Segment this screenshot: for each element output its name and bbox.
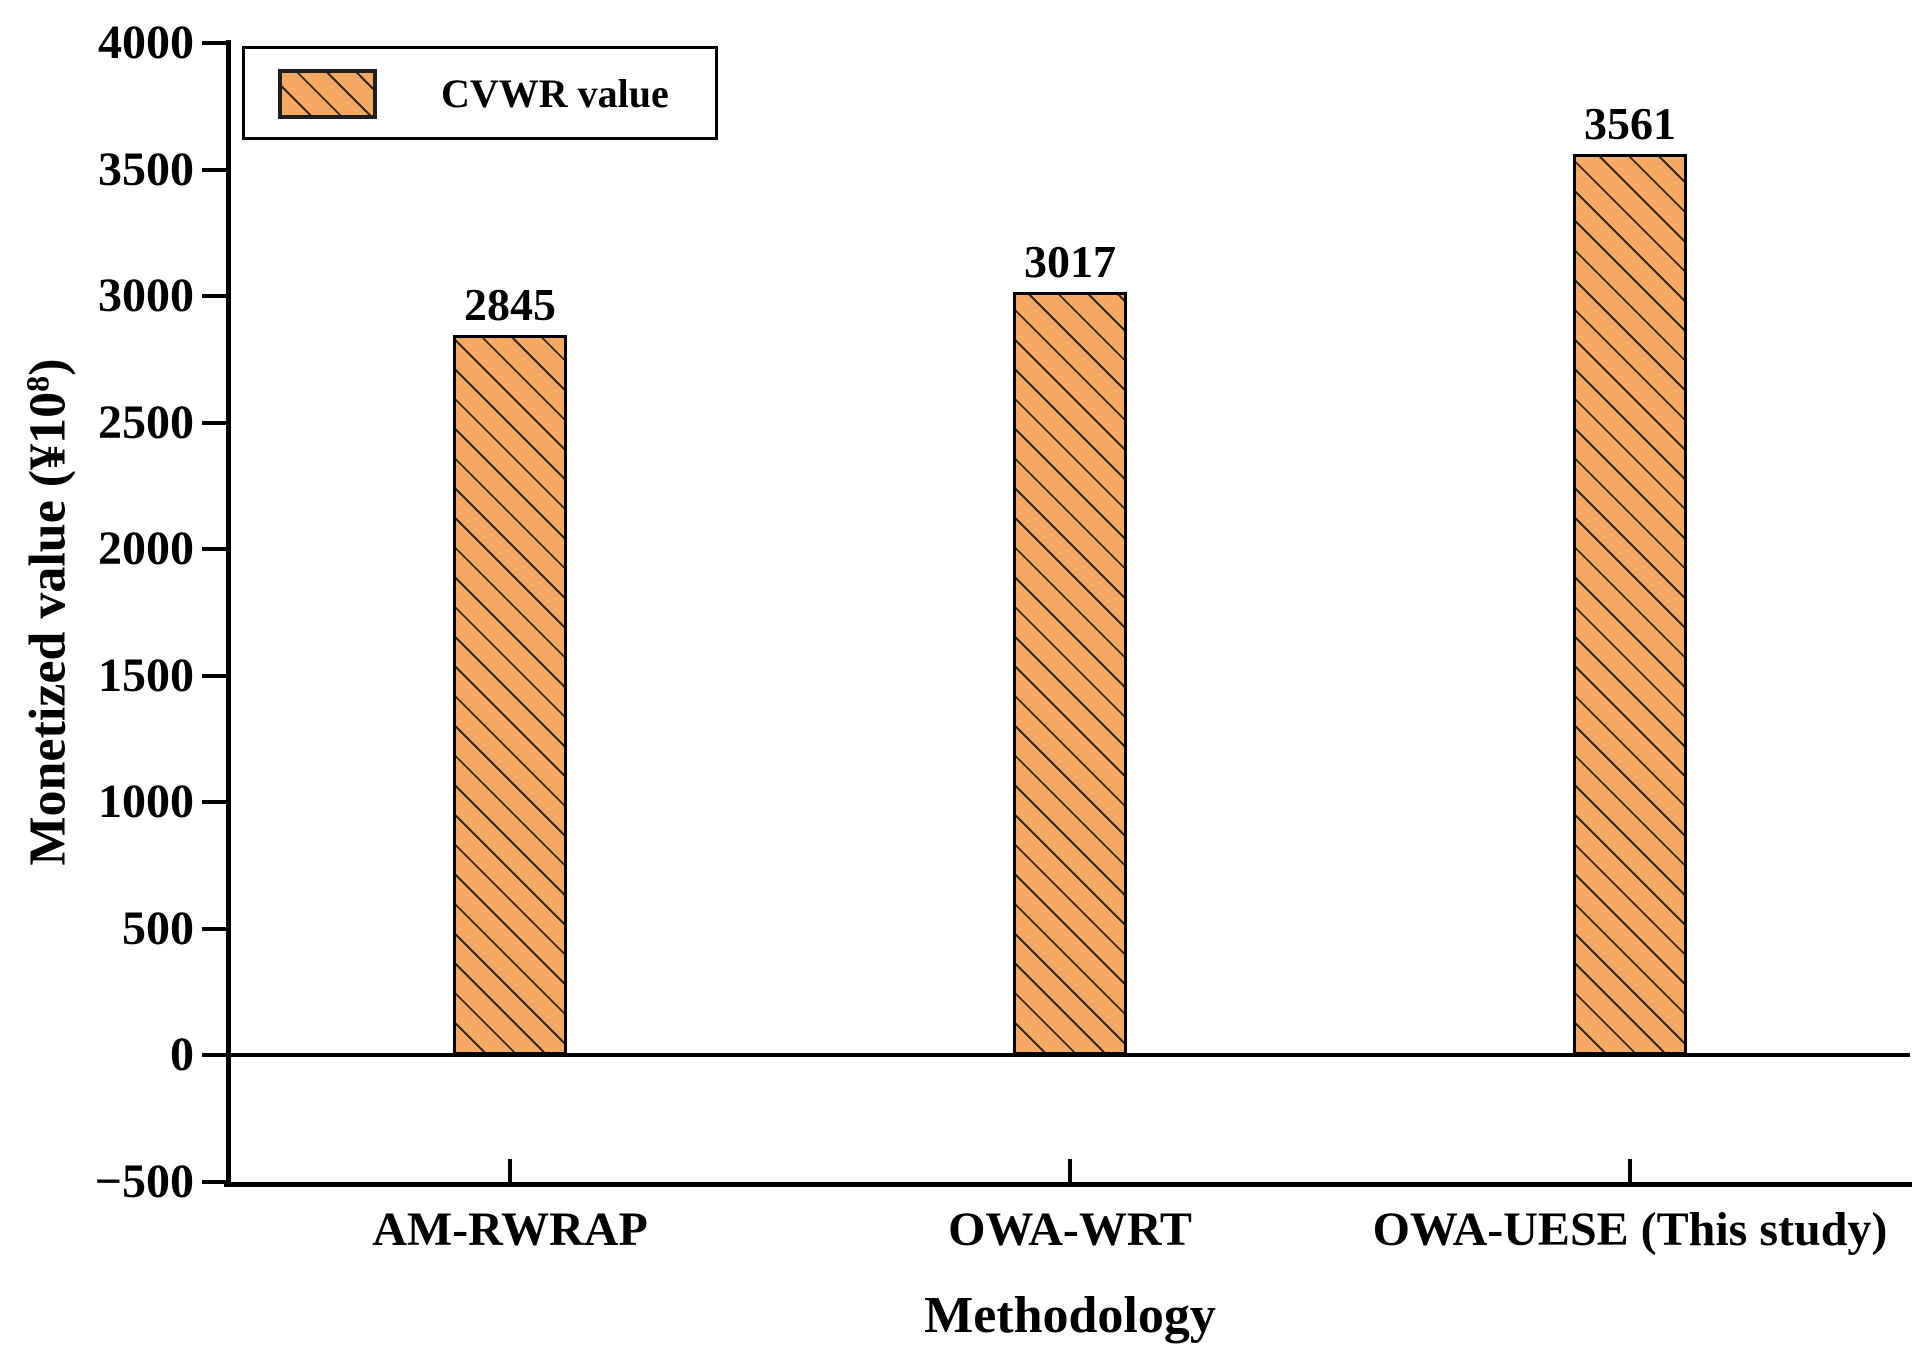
x-tick-label-owa-wrt: OWA-WRT [948,1203,1192,1256]
y-tick-label-2000: 2000 [98,522,194,576]
y-axis-line [226,40,231,1187]
bar-value-label-am-rwrap: 2845 [464,279,556,331]
bar-owa-uese-this-study [1573,154,1687,1056]
plot-area: 4000 3500 3000 2500 2000 1500 1000 500 0 −500 AM-… [95,16,1912,1256]
y-tick-mark-2000 [202,547,227,552]
bar-value-label-owa-wrt: 3017 [1024,235,1116,287]
x-tick-mark-owa-wrt [1068,1159,1072,1182]
legend-label: CVWR value [441,71,669,116]
bar-value-label-owa-uese-this-study: 3561 [1584,98,1676,150]
y-tick-mark-4000 [202,41,227,45]
y-tick-mark-0 [202,1053,227,1058]
y-tick-label-1500: 1500 [98,648,194,702]
y-tick-mark-1000 [202,800,227,805]
y-tick-mark-1500 [202,673,227,678]
y-tick-label-0: 0 [170,1028,194,1082]
y-axis-title-close: ) [19,358,77,376]
y-tick-mark-2500 [202,420,227,425]
legend: CVWR value [242,46,718,140]
x-axis-line [224,1182,1912,1187]
zero-baseline [230,1053,1910,1058]
x-tick-mark-owa-uese-this-study [1628,1159,1632,1182]
legend-swatch-hatched [278,69,377,119]
y-tick-label-500: 500 [122,901,194,955]
y-tick-mark-3000 [202,294,227,299]
y-tick-mark--500 [202,1180,227,1184]
bar-owa-wrt [1013,291,1127,1056]
x-tick-mark-am-rwrap [508,1159,512,1182]
x-tick-label-owa-uese-this-study: OWA-UESE (This study) [1372,1203,1888,1256]
y-tick-label-2500: 2500 [98,395,194,449]
y-tick-label--500: −500 [94,1155,194,1208]
y-tick-label-3500: 3500 [98,142,194,196]
y-axis-title-superscript: 8 [19,375,56,392]
y-tick-label-1000: 1000 [98,775,194,829]
x-axis-title: Methodology [924,1287,1216,1344]
y-tick-mark-500 [202,926,227,931]
x-tick-label-am-rwrap: AM-RWRAP [372,1203,648,1256]
y-tick-label-3000: 3000 [98,269,194,323]
bar-am-rwrap [453,335,567,1056]
y-tick-mark-3500 [202,167,227,172]
y-tick-label-4000: 4000 [98,16,194,69]
